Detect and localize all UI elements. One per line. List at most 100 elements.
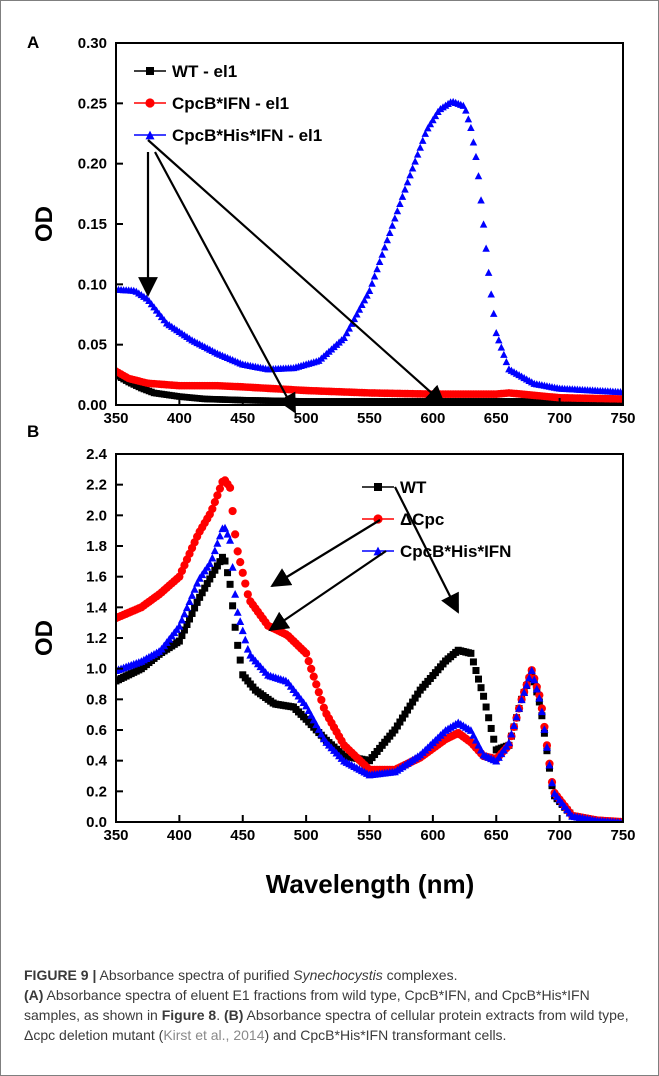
data-point [208, 553, 217, 562]
data-point [517, 695, 526, 704]
data-point [480, 692, 488, 700]
data-point [213, 539, 222, 547]
data-point [236, 558, 245, 567]
data-point [545, 760, 554, 769]
data-point [304, 657, 313, 666]
data-point [340, 333, 348, 342]
data-point [538, 712, 546, 720]
data-point [487, 290, 495, 298]
data-point [210, 498, 219, 507]
caption-panel-a-tag: (A) [24, 987, 44, 1003]
caption-citation-link[interactable]: Kirst et al., 2014 [163, 1027, 265, 1043]
annotation-arrow [268, 550, 387, 632]
panel-b-chart: 350 400 450 500 550 600 650 700 750 0.0 0.2 0.4 0.6 0… [31, 446, 636, 899]
data-point [408, 164, 417, 172]
y-tick-label: 0.10 [78, 276, 107, 293]
data-point [213, 491, 222, 500]
y-tick-label: 0.00 [78, 397, 107, 414]
data-point [307, 664, 316, 673]
caption-text-1: Absorbance spectra of purified [96, 967, 294, 983]
data-point [388, 221, 397, 229]
x-tick-label: 600 [420, 827, 445, 844]
data-point [309, 672, 318, 681]
x-tick-label: 650 [484, 410, 509, 427]
data-point [401, 710, 409, 718]
data-point [317, 695, 326, 705]
data-point [236, 656, 244, 664]
data-point [500, 350, 508, 358]
data-point [229, 602, 237, 610]
x-tick-label: 500 [294, 410, 319, 427]
legend-marker [373, 514, 383, 524]
data-point [477, 745, 486, 754]
data-point [302, 649, 311, 658]
data-point [426, 120, 435, 128]
data-point [188, 609, 196, 617]
data-point [477, 196, 485, 204]
data-point [469, 731, 478, 739]
data-point [467, 649, 475, 657]
data-point [471, 735, 480, 744]
data-point [345, 324, 353, 332]
annotation-arrow [270, 519, 381, 588]
data-point [205, 559, 214, 568]
caption-figure-8-link[interactable]: Figure 8 [161, 1007, 217, 1023]
panel-a-ticks: 350 400 450 500 550 600 650 700 750 0.00 0.05 0.10 0… [78, 35, 636, 427]
panel-a-chart: 350 400 450 500 550 600 650 700 750 0.00 0.05 0.10 0… [31, 35, 636, 427]
data-point [475, 675, 483, 683]
data-point [467, 123, 475, 132]
data-point [403, 178, 412, 186]
data-point [238, 568, 247, 577]
data-point [413, 150, 422, 158]
legend-marker [146, 67, 154, 75]
x-tick-label: 700 [547, 410, 572, 427]
data-point [236, 617, 245, 625]
legend-label: CpcB*His*IFN [400, 542, 511, 561]
data-point [180, 609, 189, 618]
x-tick-label: 400 [167, 410, 192, 427]
y-tick-label: 2.2 [86, 477, 107, 494]
data-point [198, 589, 206, 597]
panel-a-y-axis-label: OD [31, 206, 58, 242]
data-point [218, 553, 226, 561]
data-point [484, 268, 493, 276]
data-point [350, 315, 359, 323]
data-point [206, 575, 214, 583]
legend-marker [373, 546, 383, 556]
y-tick-label: 1.0 [86, 661, 107, 678]
caption-text-3: Absorbance spectra of eluent E1 fraction… [24, 987, 590, 1023]
data-point [532, 684, 541, 693]
data-point [391, 726, 399, 734]
data-point [373, 265, 381, 273]
caption-text-6: ) and CpcB*His*IFN transformant cells. [264, 1027, 507, 1043]
legend-label: ΔCpc [400, 510, 444, 529]
data-point [353, 310, 361, 318]
y-tick-label: 0.20 [78, 156, 107, 173]
x-tick-label: 750 [610, 410, 635, 427]
caption-species: Synechocystis [293, 967, 383, 983]
data-point [180, 626, 188, 634]
y-tick-label: 1.4 [86, 599, 108, 616]
panel-b-arrows [268, 486, 459, 632]
data-point [421, 129, 430, 137]
y-tick-label: 0.2 [86, 783, 107, 800]
caption-text-2: complexes. [382, 967, 458, 983]
panel-b-letter: B [27, 422, 39, 441]
data-point [424, 124, 432, 132]
data-point [378, 250, 386, 258]
y-tick-label: 1.6 [86, 569, 107, 586]
data-point [504, 738, 513, 747]
y-tick-label: 0.30 [78, 35, 107, 52]
data-point [396, 199, 404, 208]
data-point [535, 698, 543, 706]
y-tick-label: 0.4 [86, 753, 108, 770]
data-point [472, 152, 480, 161]
data-point [190, 585, 199, 593]
data-point [231, 589, 240, 598]
x-tick-label: 600 [420, 410, 445, 427]
caption-text-4: . [216, 1007, 224, 1023]
x-tick-label: 550 [357, 410, 382, 427]
x-tick-label: 350 [103, 827, 128, 844]
data-point [203, 580, 211, 588]
data-point [540, 725, 549, 733]
